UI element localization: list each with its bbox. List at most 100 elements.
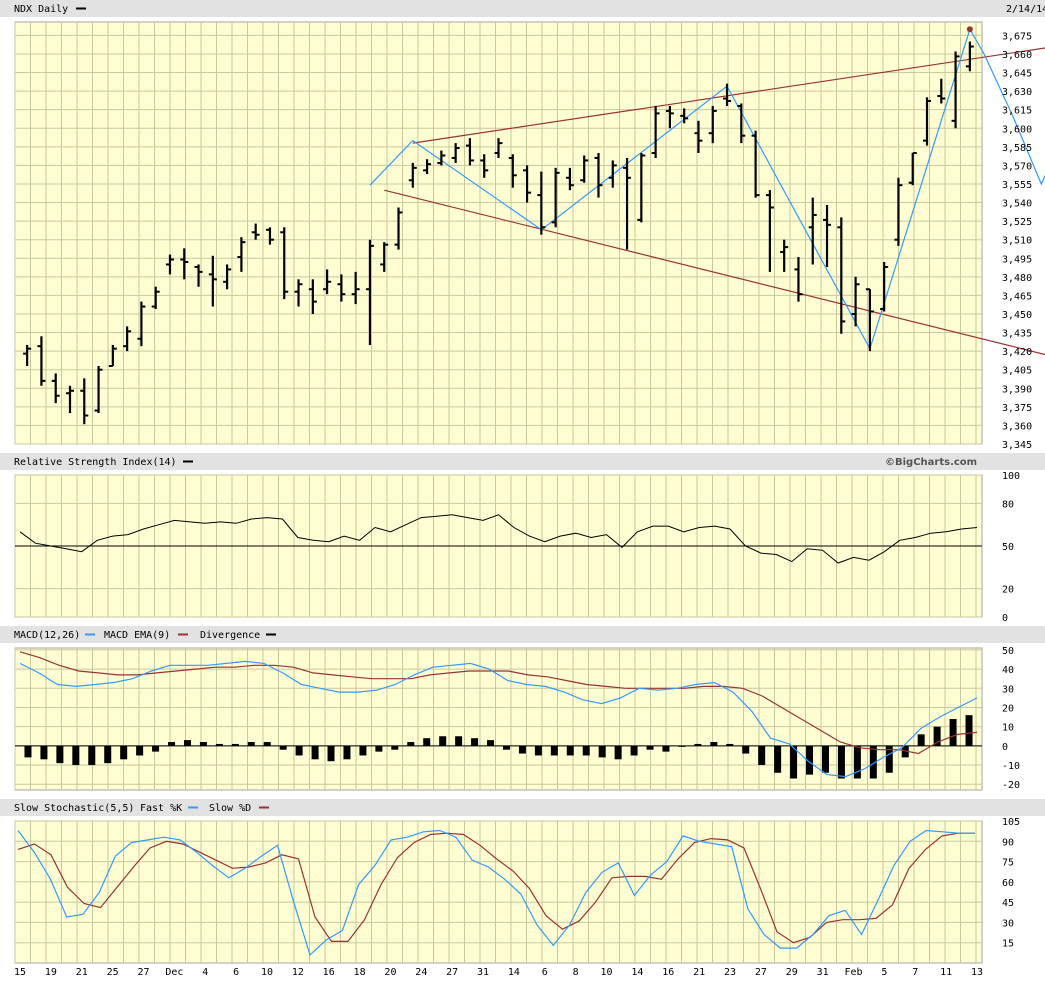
divergence-bar — [885, 745, 893, 773]
divergence-bar — [247, 742, 255, 746]
divergence-bar — [774, 745, 782, 773]
ohlc-bar — [651, 105, 660, 158]
ohlc-bar — [565, 167, 574, 191]
ohlc-bar — [280, 227, 289, 300]
divergence-bar — [56, 745, 64, 764]
y-tick-label: 0 — [1002, 742, 1008, 753]
ohlc-bar — [637, 153, 646, 223]
x-tick-label: 4 — [202, 967, 208, 978]
y-tick-label: 45 — [1002, 898, 1014, 909]
ohlc-bar — [923, 97, 932, 146]
x-tick-label: Feb — [844, 967, 862, 978]
ohlc-bar — [437, 150, 446, 166]
x-tick-label: 21 — [76, 967, 88, 978]
ohlc-bar — [708, 105, 717, 144]
ohlc-bar — [108, 344, 117, 367]
ohlc-bar — [737, 103, 746, 144]
x-tick-label: 12 — [292, 967, 304, 978]
ohlc-bar — [80, 378, 89, 425]
divergence-bar — [901, 745, 909, 758]
x-tick-label: 16 — [662, 967, 674, 978]
ohlc-bar — [623, 157, 632, 250]
ohlc-bar — [580, 155, 589, 183]
price-trendlines — [384, 47, 1045, 356]
ohlc-bar — [608, 160, 617, 188]
stoch-y-ticks: 15 30 45 60 75 90 105 — [1002, 817, 1020, 950]
divergence-bar — [183, 740, 191, 746]
divergence-bar — [662, 745, 670, 752]
divergence-bar — [726, 743, 734, 746]
ohlc-bar — [237, 237, 246, 272]
ohlc-bar — [123, 326, 132, 352]
ohlc-bar — [851, 276, 860, 327]
divergence-bar — [104, 745, 112, 764]
ohlc-bar — [308, 279, 317, 314]
stoch-panel-title: Slow Stochastic(5,5) — [14, 803, 134, 814]
divergence-bar — [471, 738, 479, 746]
macd-divergence-bars — [24, 715, 973, 779]
x-tick-label: 27 — [137, 967, 149, 978]
divergence-bar — [646, 745, 654, 750]
divergence-bar — [853, 745, 861, 779]
divergence-bar — [566, 745, 574, 756]
divergence-bar — [439, 736, 447, 746]
divergence-bar — [72, 745, 80, 766]
ohlc-bar — [694, 120, 703, 154]
x-tick-label: 10 — [261, 967, 273, 978]
y-tick-label: 30 — [1002, 918, 1014, 929]
y-tick-label: 3,450 — [1002, 310, 1032, 321]
ohlc-bar — [865, 288, 874, 352]
y-tick-label: 3,645 — [1002, 69, 1032, 80]
divergence-bar — [407, 742, 415, 746]
ohlc-bar — [294, 279, 303, 307]
x-tick-label: 7 — [912, 967, 918, 978]
ohlc-bar — [965, 41, 974, 72]
divergence-bar — [710, 742, 718, 746]
ohlc-bar — [808, 197, 817, 265]
macd-y-ticks: -20 -10 0 10 20 30 40 50 — [1002, 646, 1020, 791]
ohlc-bar — [680, 108, 689, 124]
divergence-bar — [152, 745, 160, 752]
ohlc-bar — [765, 190, 774, 272]
macd-legend-ema: MACD EMA(9) — [104, 630, 170, 641]
y-tick-label: 3,390 — [1002, 384, 1032, 395]
y-tick-label: 105 — [1002, 817, 1020, 828]
ohlc-bar — [508, 154, 517, 188]
divergence-bar — [534, 745, 542, 756]
x-tick-label: 27 — [755, 967, 767, 978]
macd-panel-header: MACD(12,26) MACD EMA(9) Divergence — [0, 626, 1045, 643]
y-tick-label: 3,675 — [1002, 31, 1032, 42]
x-tick-label: 14 — [508, 967, 520, 978]
x-tick-label: 19 — [45, 967, 57, 978]
ohlc-bar — [94, 365, 103, 414]
divergence-bar — [965, 715, 973, 746]
y-tick-label: 40 — [1002, 665, 1014, 676]
divergence-bar — [678, 745, 686, 747]
y-tick-label: 80 — [1002, 499, 1014, 510]
divergence-bar — [295, 745, 303, 756]
ohlc-bar — [523, 165, 532, 203]
x-tick-label: 27 — [446, 967, 458, 978]
x-tick-label: 16 — [323, 967, 335, 978]
stoch-panel-header: Slow Stochastic(5,5) Fast %K Slow %D — [0, 799, 1045, 816]
ohlc-bar — [423, 159, 432, 175]
divergence-bar — [598, 745, 606, 758]
ohlc-bar — [337, 274, 346, 302]
macd-legend-divergence: Divergence — [200, 630, 260, 641]
ohlc-bar — [837, 217, 846, 334]
y-tick-label: 3,570 — [1002, 161, 1032, 172]
y-tick-label: 3,525 — [1002, 217, 1032, 228]
ohlc-bar — [180, 248, 189, 280]
y-tick-label: 15 — [1002, 939, 1014, 950]
y-tick-label: 3,660 — [1002, 50, 1032, 61]
divergence-bar — [423, 738, 431, 746]
divergence-bar — [263, 742, 271, 746]
y-tick-label: 3,555 — [1002, 180, 1032, 191]
divergence-bar — [758, 745, 766, 766]
price-panel-header: NDX Daily 2/14/14 — [0, 0, 1045, 17]
macd-line — [19, 660, 978, 778]
divergence-bar — [168, 742, 176, 746]
divergence-bar — [120, 745, 128, 760]
x-tick-label: 20 — [384, 967, 396, 978]
divergence-bar — [136, 745, 144, 756]
